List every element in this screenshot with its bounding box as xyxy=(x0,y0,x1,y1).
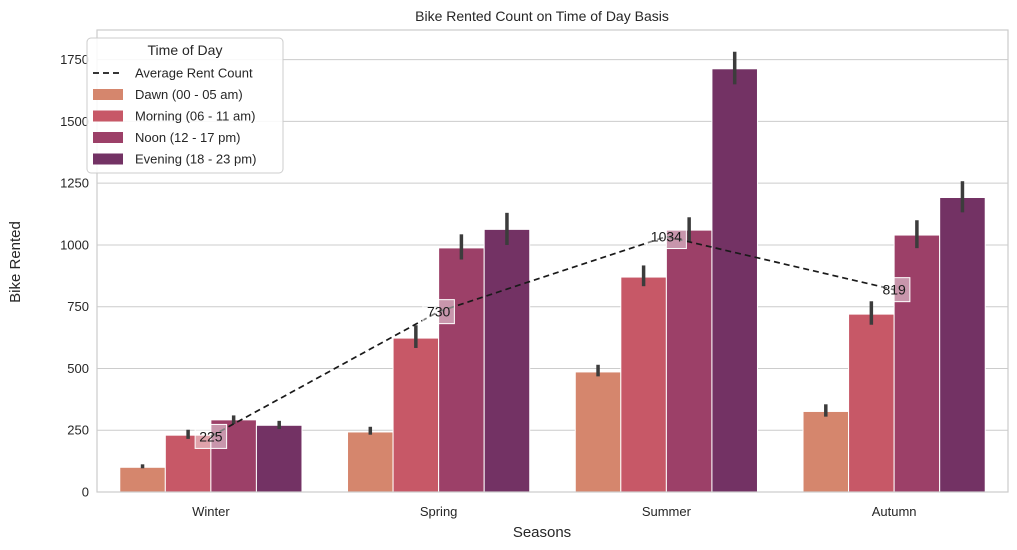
y-tick-label: 1750 xyxy=(60,52,89,67)
ticks-layer: 0 250 500 750 1000 1250 1500 1750 Winter Spring Su… xyxy=(60,52,916,519)
bar xyxy=(483,228,531,493)
x-tick-label: Summer xyxy=(642,504,692,519)
y-axis-label: Bike Rented xyxy=(7,221,24,303)
legend-swatch xyxy=(93,89,123,100)
bar xyxy=(574,371,622,493)
bar xyxy=(802,410,850,493)
legend-label: Evening (18 - 23 pm) xyxy=(135,152,256,167)
legend-label: Dawn (00 - 05 am) xyxy=(135,87,243,102)
average-label-box xyxy=(877,277,911,303)
average-label: 225 xyxy=(199,428,223,444)
y-tick-label: 1500 xyxy=(60,114,89,129)
average-label: 730 xyxy=(427,304,451,320)
bar xyxy=(255,424,303,493)
bar xyxy=(848,313,895,493)
y-tick-label: 750 xyxy=(67,299,89,314)
bar xyxy=(711,68,758,493)
bar xyxy=(893,234,941,493)
bar xyxy=(392,337,440,493)
y-tick-label: 500 xyxy=(67,361,89,376)
bar xyxy=(939,197,986,493)
plot-frame xyxy=(96,29,1009,493)
average-label: 1034 xyxy=(651,229,682,245)
bar xyxy=(620,276,667,493)
y-tick-label: 1000 xyxy=(60,237,89,252)
legend-box xyxy=(86,37,284,174)
average-line-layer: 225 730 1034 819 xyxy=(194,224,911,449)
average-label: 819 xyxy=(882,282,906,298)
legend-average-line-label: Average Rent Count xyxy=(135,66,253,81)
bar xyxy=(347,431,394,493)
legend-swatch xyxy=(93,153,123,165)
errors-layer xyxy=(140,51,965,469)
legend-swatch xyxy=(93,110,123,122)
legend: Time of Day Average Rent Count Dawn (00 -… xyxy=(86,37,284,174)
average-label-box xyxy=(422,299,455,325)
x-tick-label: Autumn xyxy=(872,504,917,519)
legend-label: Morning (06 - 11 am) xyxy=(135,109,255,124)
average-label-box xyxy=(645,224,687,250)
y-tick-label: 250 xyxy=(67,423,89,438)
x-axis-label: Seasons xyxy=(513,524,571,541)
bar xyxy=(438,247,485,493)
bars-layer xyxy=(119,68,986,493)
bar xyxy=(665,229,713,493)
average-label-box xyxy=(194,423,228,449)
legend-label: Noon (12 - 17 pm) xyxy=(135,130,241,145)
legend-swatch xyxy=(93,132,123,143)
x-tick-label: Winter xyxy=(192,504,230,519)
x-tick-label: Spring xyxy=(420,504,458,519)
bar xyxy=(119,466,166,493)
legend-title: Time of Day xyxy=(148,42,223,58)
y-tick-label: 1250 xyxy=(60,176,89,191)
y-tick-label: 0 xyxy=(82,485,89,500)
average-line xyxy=(210,235,895,438)
legend-items: Average Rent Count Dawn (00 - 05 am) Morni… xyxy=(93,66,256,167)
chart-title: Bike Rented Count on Time of Day Basis xyxy=(415,8,669,24)
